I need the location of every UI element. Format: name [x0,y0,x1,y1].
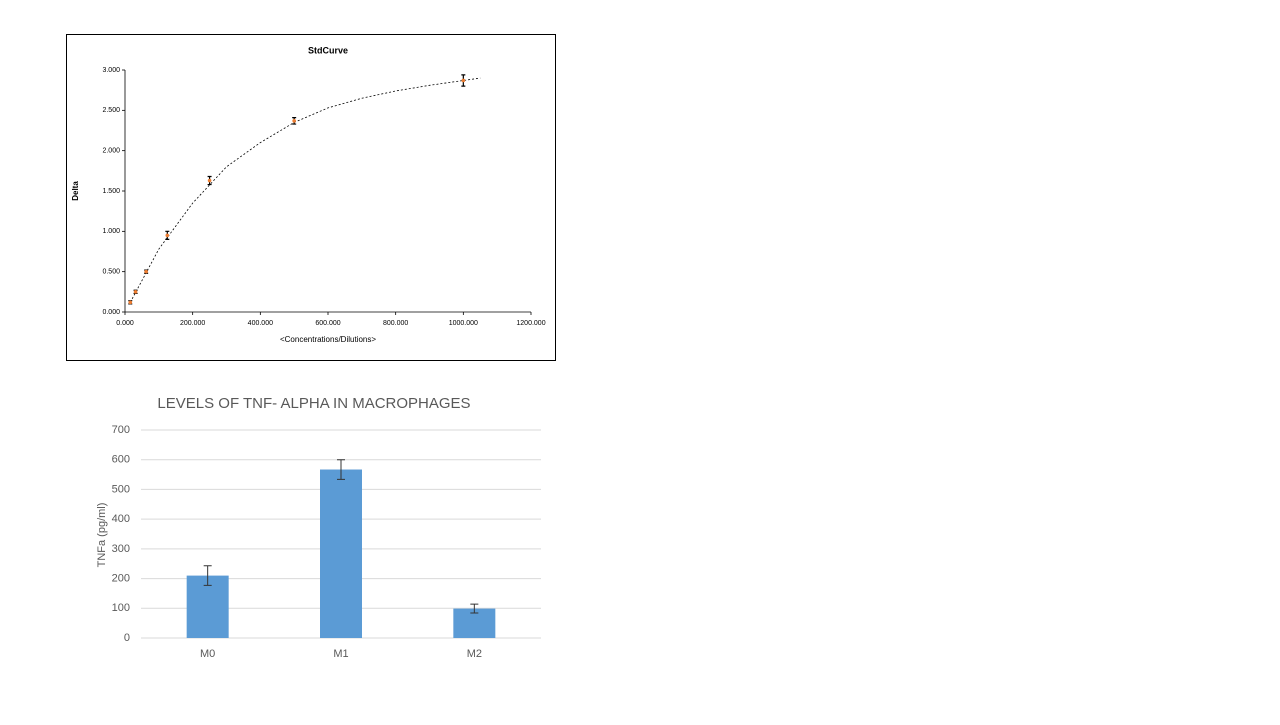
error-bar [337,459,345,480]
data-point [165,233,170,238]
x-tick-label: 200.000 [180,320,205,327]
y-tick-label: 300 [112,543,130,555]
x-tick-label: 0.000 [116,320,134,327]
data-point [292,119,296,123]
chart-title: LEVELS OF TNF- ALPHA IN MACROPHAGES [157,395,470,412]
data-point [461,78,466,83]
x-tick-label: 600.000 [315,320,340,327]
y-tick-label: 700 [112,424,130,436]
y-tick-label: 2.500 [102,107,120,114]
error-bar [470,603,479,614]
data-point [144,269,148,274]
y-tick-label: 200 [112,572,130,584]
x-tick-label: 800.000 [383,320,408,327]
data-point [128,300,133,305]
y-tick-label: 1.500 [102,188,120,195]
x-tick-label: 1200.000 [516,320,545,327]
bar [320,469,362,638]
y-tick-label: 500 [112,483,130,495]
y-axis-label: Delta [71,181,80,201]
chart-frame [66,34,556,361]
y-tick-label: 3.000 [102,67,120,74]
x-axis-label: <Concentrations/Dilutions> [280,335,376,344]
y-tick-label: 600 [112,454,130,466]
y-tick-label: 2.000 [102,148,120,155]
x-tick-label: M2 [467,648,482,660]
x-tick-label: M1 [333,648,348,660]
data-point [133,290,138,294]
y-tick-label: 0.000 [102,309,120,316]
y-tick-label: 0.500 [102,269,120,276]
y-tick-label: 400 [112,513,130,525]
x-tick-label: M0 [200,648,215,660]
y-tick-label: 0 [124,632,130,644]
x-tick-label: 400.000 [248,320,273,327]
y-tick-label: 1.000 [102,228,120,235]
bar [186,575,229,638]
chart-title: StdCurve [308,45,348,55]
x-tick-label: 1000.000 [449,320,478,327]
error-bar [203,565,212,586]
y-tick-label: 100 [112,602,130,614]
y-axis-label: TNFa (pg/ml) [96,503,108,568]
data-point [207,178,212,183]
